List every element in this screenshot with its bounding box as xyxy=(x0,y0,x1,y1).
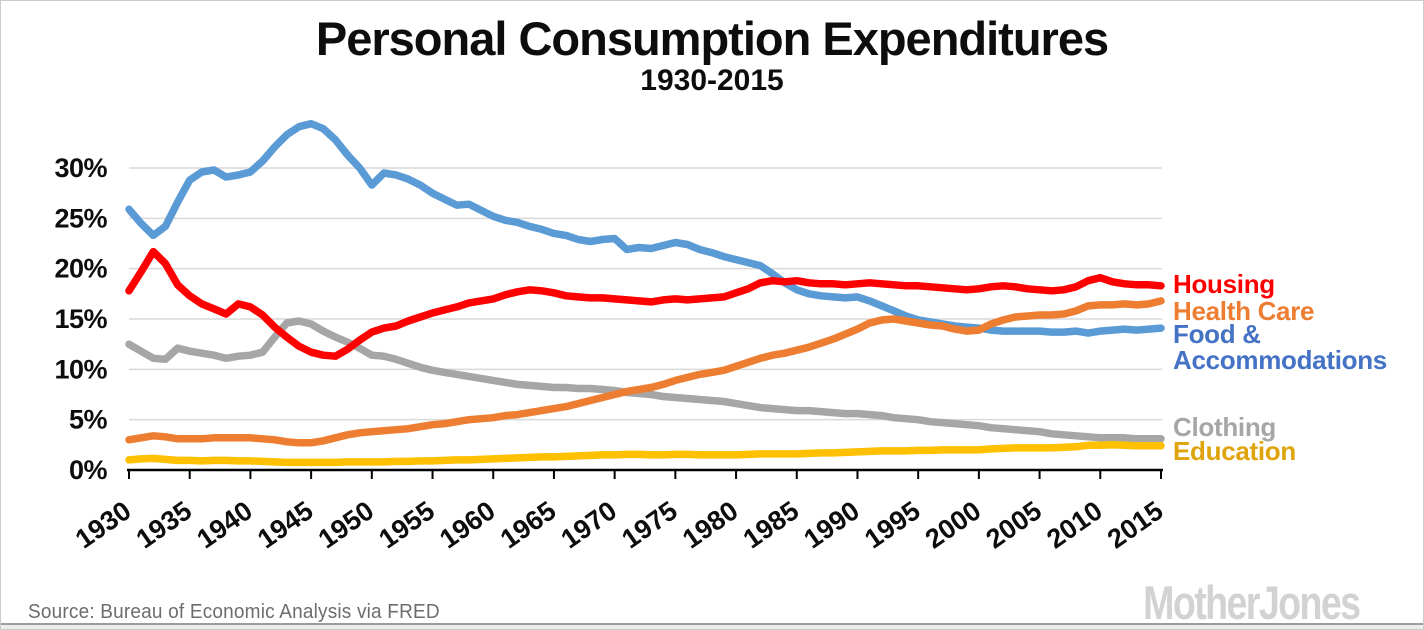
x-tick-label-1950: 1950 xyxy=(313,495,379,554)
x-tick-label-1980: 1980 xyxy=(677,495,743,554)
y-tick-label-20: 20% xyxy=(54,254,107,284)
y-tick-label-25: 25% xyxy=(54,203,107,233)
x-tick-label-1940: 1940 xyxy=(191,495,257,554)
x-tick-label-1935: 1935 xyxy=(131,495,197,554)
mother-jones-logo: MotherJones xyxy=(1142,576,1361,629)
x-tick-label-1945: 1945 xyxy=(252,495,318,554)
x-tick-label-2015: 2015 xyxy=(1102,495,1168,554)
series-line-food-accommodations xyxy=(125,119,1165,337)
series-line-housing xyxy=(125,247,1165,360)
y-tick-label-5: 5% xyxy=(69,405,108,435)
y-tick-label-0: 0% xyxy=(69,455,108,485)
x-tick-label-2005: 2005 xyxy=(981,495,1047,554)
x-tick-label-1930: 1930 xyxy=(70,495,136,554)
x-tick-label-1975: 1975 xyxy=(616,495,682,554)
source-note: Source: Bureau of Economic Analysis via … xyxy=(28,601,440,623)
x-tick-label-1970: 1970 xyxy=(556,495,622,554)
x-tick-label-2000: 2000 xyxy=(920,495,986,554)
x-tick-label-1955: 1955 xyxy=(374,495,440,554)
x-tick-label-1990: 1990 xyxy=(798,495,864,554)
x-tick-label-1985: 1985 xyxy=(738,495,804,554)
page-title: Personal Consumption Expenditures xyxy=(315,12,1109,65)
y-tick-label-15: 15% xyxy=(54,304,107,334)
y-tick-label-10: 10% xyxy=(54,354,107,384)
footer-strip xyxy=(1,625,1423,629)
x-tick-label-1965: 1965 xyxy=(495,495,561,554)
page-subtitle: 1930-2015 xyxy=(640,64,784,97)
x-tick-label-1995: 1995 xyxy=(859,495,925,554)
x-tick-label-1960: 1960 xyxy=(434,495,500,554)
series-line-clothing xyxy=(125,317,1165,443)
footer-divider xyxy=(1,623,1423,625)
series-line-education xyxy=(125,441,1165,467)
series-line-health-care xyxy=(125,297,1165,447)
y-tick-label-30: 30% xyxy=(54,153,107,183)
x-tick-label-2010: 2010 xyxy=(1041,495,1107,554)
